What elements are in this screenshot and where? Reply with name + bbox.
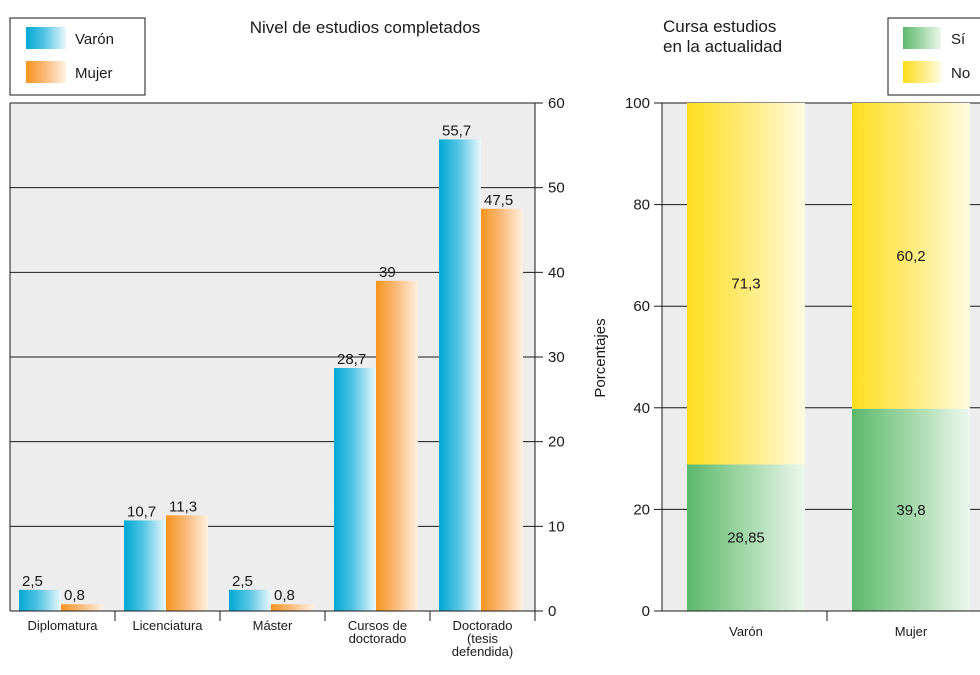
data-label: 11,3 [169,498,197,515]
value-labels: 2,5 0,8 10,7 11,3 2,5 0,8 28,7 39 55,7 47,5 [22,122,513,604]
axes [9,102,543,621]
category-label: Mujer [895,624,928,639]
legend: Varón Mujer [9,17,146,96]
y-tick-label: 60 [548,95,565,112]
bar-mujer-doctorado-tesis-defendida [481,208,523,612]
category-label-line: Doctorado [453,618,513,633]
data-label: 2,5 [232,573,253,590]
category-label-line: Cursos de [348,618,407,633]
bar-mujer-master [271,604,313,611]
legend-swatch-si [903,27,941,49]
y-tick-label: 100 [625,95,650,112]
category-label: Cursos de doctorado [348,618,407,646]
legend-swatch-mujer [26,61,66,83]
data-label: 47,5 [484,192,513,209]
data-label: 39,8 [896,502,925,519]
bar-varon-diplomatura [19,589,61,611]
y-tick-label: 50 [548,180,565,197]
bar-si-mujer [852,408,970,611]
data-label: 10,7 [127,503,156,520]
data-label: 39 [379,264,396,281]
category-label: Licenciatura [132,618,203,633]
y-tick-label: 60 [633,298,650,315]
chart-title-line-2: en la actualidad [663,37,782,56]
y-axis-label: Porcentajes [592,318,609,397]
legend-label-mujer: Mujer [75,65,113,82]
bars [687,103,970,611]
chart-title: Nivel de estudios completados [250,18,481,37]
bar-mujer-diplomatura [61,604,103,611]
category-label-line: Máster [253,618,293,633]
bar-mujer-licenciatura [166,515,208,611]
category-label: Diplomatura [27,618,98,633]
category-label: Varón [729,624,763,639]
chart-education-level: 2,5 0,8 10,7 11,3 2,5 0,8 28,7 39 55,7 47,5 0 10 20… [9,17,565,659]
chart-currently-studying: 28,85 71,3 39,8 60,2 0 20 40 60 80 100 Varón Muje… [592,17,980,639]
legend: Sí No [887,17,980,96]
y-tick-label: 10 [548,518,565,535]
category-label: Doctorado (tesis defendida) [452,618,513,659]
data-label: 28,85 [727,530,765,547]
bar-varon-master [229,589,271,611]
bars [19,139,523,612]
bar-varon-cursos-de-doctorado [334,368,376,611]
data-label: 2,5 [22,573,43,590]
legend-label-no: No [951,65,970,82]
data-label: 0,8 [64,587,85,604]
y-tick-label: 0 [642,603,650,620]
y-tick-label: 20 [548,434,565,451]
category-labels: Varón Mujer [729,624,928,639]
category-label-line: Diplomatura [27,618,98,633]
bar-no-varon [687,103,805,465]
axes [654,102,980,621]
legend-label-si: Sí [951,31,966,48]
data-label: 55,7 [442,122,471,139]
category-label-line: (tesis [467,631,499,646]
y-tick-labels: 0 20 40 60 80 100 [625,95,650,620]
bar-no-mujer [852,103,970,409]
y-tick-labels: 0 10 20 30 40 50 60 [548,95,565,620]
y-tick-label: 0 [548,603,556,620]
category-label-line: Licenciatura [132,618,203,633]
y-tick-label: 30 [548,349,565,366]
y-tick-label: 20 [633,501,650,518]
data-label: 0,8 [274,587,295,604]
bar-varon-licenciatura [124,520,166,611]
category-labels: Diplomatura Licenciatura Máster Cursos de do… [27,618,513,659]
bar-si-varon [687,464,805,611]
data-label: 28,7 [337,351,366,368]
y-tick-label: 80 [633,197,650,214]
chart-title-line-1: Cursa estudios [663,17,776,36]
legend-swatch-varon [26,27,66,49]
gridlines [10,102,535,527]
category-label: Máster [253,618,293,633]
category-label-line: doctorado [349,631,407,646]
legend-swatch-no [903,61,941,83]
data-label: 71,3 [731,276,760,293]
value-labels: 28,85 71,3 39,8 60,2 [727,248,925,547]
y-tick-label: 40 [548,264,565,281]
legend-label-varon: Varón [75,31,114,48]
bar-varon-doctorado-tesis-defendida [439,139,481,611]
data-label: 60,2 [896,248,925,265]
category-label-line: defendida) [452,644,513,659]
y-tick-label: 40 [633,400,650,417]
bar-mujer-cursos-de-doctorado [376,280,418,611]
